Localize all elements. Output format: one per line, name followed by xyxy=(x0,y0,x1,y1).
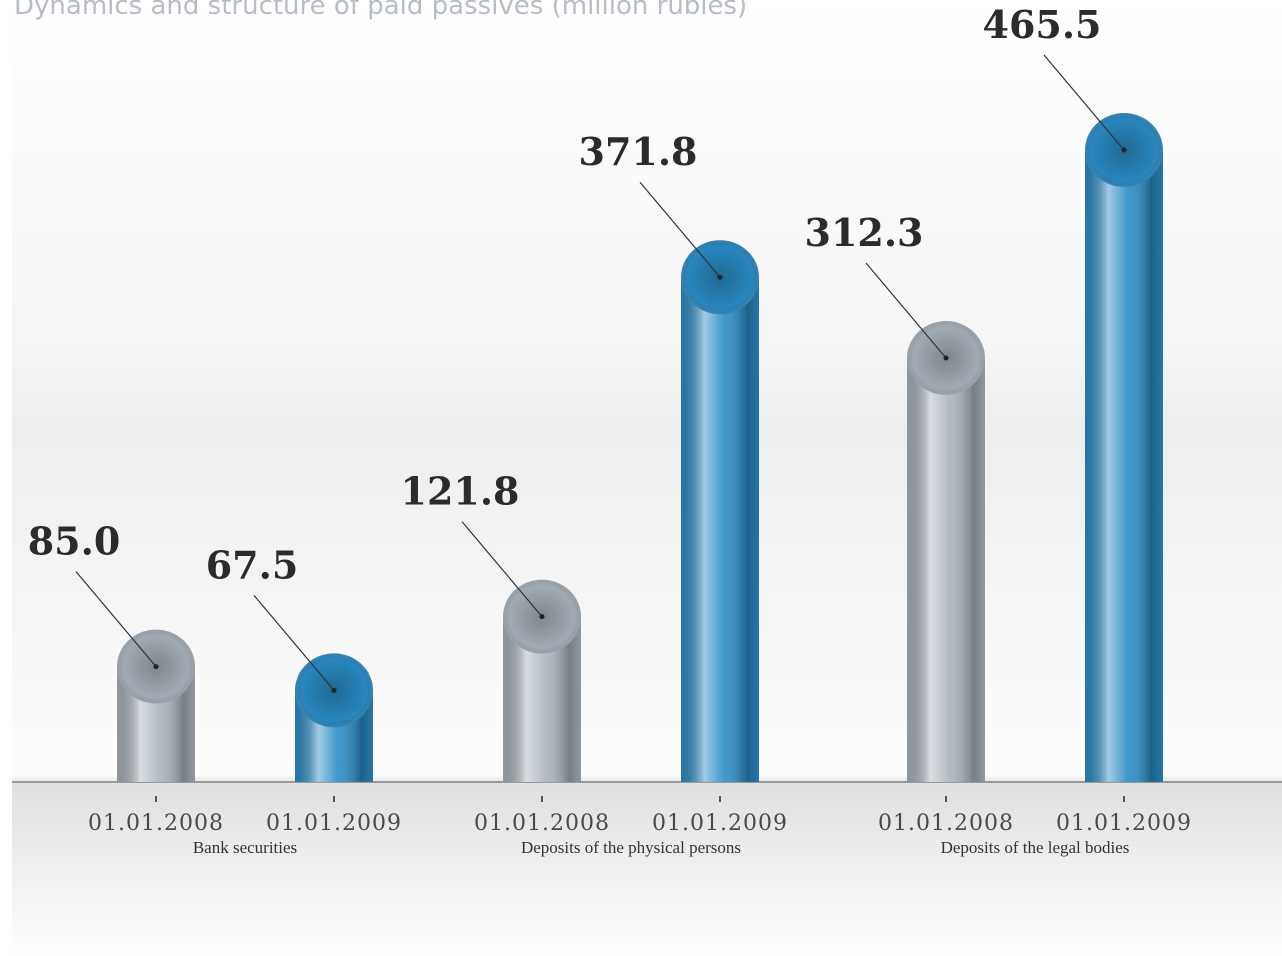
value-label: 312.3 xyxy=(805,210,924,255)
leader-line xyxy=(1043,54,1125,151)
leader-dot xyxy=(1121,147,1127,153)
chart-title: Dynamics and structure of paid passives … xyxy=(14,0,747,21)
group-label: Bank securities xyxy=(193,838,297,857)
leader-line xyxy=(75,571,157,667)
bar-shade xyxy=(681,277,759,782)
x-tick-label: 01.01.2009 xyxy=(652,811,788,836)
leader-dot xyxy=(943,355,949,361)
value-label: 67.5 xyxy=(206,542,299,587)
bar-shade xyxy=(907,357,985,782)
leader-line xyxy=(639,181,721,278)
value-label: 371.8 xyxy=(579,129,698,174)
group-label: Deposits of the physical persons xyxy=(521,838,741,857)
x-tick-label: 01.01.2008 xyxy=(878,811,1014,836)
value-label: 85.0 xyxy=(28,519,121,564)
leader-dot xyxy=(717,274,723,280)
x-tick-label: 01.01.2009 xyxy=(1056,811,1192,836)
value-label: 121.8 xyxy=(401,469,520,514)
leader-line xyxy=(865,262,947,359)
x-tick-label: 01.01.2008 xyxy=(474,811,610,836)
group-label: Deposits of the legal bodies xyxy=(941,838,1130,857)
leader-dot xyxy=(539,614,545,620)
leader-dot xyxy=(153,664,159,670)
bar-shade xyxy=(1085,150,1163,782)
leader-dot xyxy=(331,687,337,693)
leader-line xyxy=(461,521,543,618)
leader-line xyxy=(253,594,335,691)
x-tick-label: 01.01.2008 xyxy=(88,811,224,836)
x-tick-label: 01.01.2009 xyxy=(266,811,402,836)
value-label: 465.5 xyxy=(983,2,1102,47)
background xyxy=(12,0,1282,956)
